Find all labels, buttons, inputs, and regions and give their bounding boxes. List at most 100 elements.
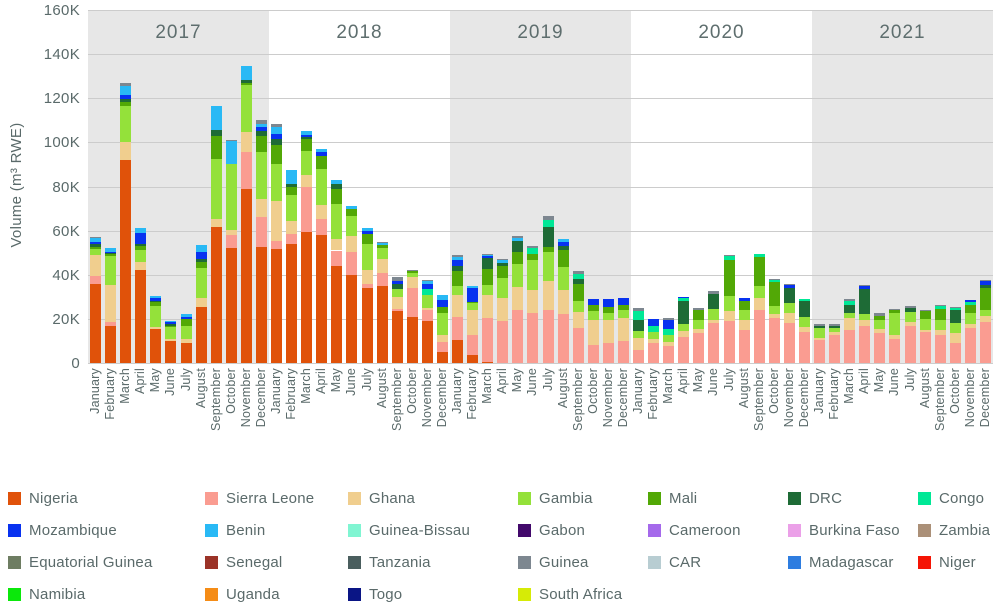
bar-segment-gambia: [436, 313, 448, 336]
x-label-2021-march: March: [842, 368, 857, 404]
bar-segment-mozambique: [587, 299, 599, 305]
bar-segment-mali: [286, 186, 298, 196]
bar-segment-gambia: [150, 305, 162, 327]
bar-segment-sierra-leone: [316, 218, 328, 236]
bar-segment-drc: [783, 288, 795, 304]
bar-segment-sierra-leone: [783, 323, 795, 363]
bar-segment-benin: [421, 281, 433, 284]
bar-segment-gambia: [135, 250, 147, 262]
bar-segment-drc: [512, 240, 524, 252]
legend-label-guinea: Guinea: [539, 553, 589, 571]
bar-segment-gambia: [301, 151, 313, 176]
bar-segment-mali: [255, 135, 267, 153]
legend-item-gabon: Gabon: [518, 519, 648, 541]
bar-segment-drc: [391, 283, 403, 290]
bar-segment-gambia: [708, 308, 720, 320]
bar-segment-ghana: [617, 317, 629, 341]
bar-segment-other: [949, 306, 961, 308]
bar-segment-sierra-leone: [482, 317, 494, 362]
bar-2019-december: [617, 10, 629, 363]
bar-2021-december: [979, 10, 991, 363]
bar-segment-ghana: [331, 239, 343, 251]
bar-2021-june: [889, 10, 901, 363]
bar-segment-gambia: [406, 272, 418, 277]
bar-segment-benin: [436, 294, 448, 301]
bar-segment-benin: [376, 242, 388, 245]
legend-item-namibia: Namibia: [8, 583, 205, 605]
bar-segment-mali: [587, 304, 599, 312]
legend-label-equatorial-guinea: Equatorial Guinea: [29, 553, 153, 571]
bar-segment-ghana: [964, 324, 976, 328]
bar-segment-gambia: [527, 260, 539, 291]
y-tick-100K: 100K: [43, 134, 80, 152]
bar-segment-benin: [512, 238, 524, 241]
gridline-80K: [88, 186, 993, 188]
bar-segment-benin: [301, 131, 313, 135]
x-label-2021-july: July: [902, 368, 917, 392]
bar-segment-ghana: [120, 142, 132, 161]
x-label-2020-april: April: [676, 368, 691, 395]
year-label-2018: 2018: [336, 22, 383, 43]
y-tick-0: 0: [71, 355, 80, 372]
bar-segment-sierra-leone: [693, 333, 705, 363]
legend-label-drc: DRC: [809, 489, 843, 507]
legend-swatch-car: [648, 555, 661, 569]
legend-item-togo: Togo: [348, 583, 518, 605]
bar-segment-mali: [527, 253, 539, 261]
bar-segment-other: [889, 308, 901, 311]
x-label-2018-august: August: [374, 368, 389, 409]
bar-segment-sierra-leone: [467, 335, 479, 356]
legend-swatch-mali: [648, 491, 661, 505]
bar-segment-benin: [286, 169, 298, 185]
bar-segment-nigeria: [391, 311, 403, 363]
bar-segment-mali: [436, 306, 448, 314]
bar-segment-benin: [271, 126, 282, 134]
bar-segment-other: [497, 259, 509, 261]
bar-segment-ghana: [255, 198, 267, 218]
bar-segment-gambia: [753, 285, 765, 298]
x-label-2020-november: November: [781, 368, 796, 428]
bar-segment-benin: [557, 239, 569, 242]
bar-segment-gambia: [633, 331, 644, 338]
bar-segment-drc: [557, 246, 569, 251]
bar-segment-sierra-leone: [753, 310, 765, 363]
bar-2020-july: [723, 10, 735, 363]
bar-segment-other: [859, 284, 871, 286]
bar-segment-mali: [693, 310, 705, 320]
bar-segment-sierra-leone: [255, 217, 267, 248]
bar-segment-sierra-leone: [452, 316, 463, 340]
legend-swatch-uganda: [205, 587, 218, 601]
bar-segment-drc: [135, 243, 147, 247]
x-label-2019-june: June: [525, 368, 540, 396]
bar-segment-other: [527, 246, 539, 249]
bar-segment-drc: [542, 227, 554, 248]
bar-segment-ghana: [738, 319, 750, 330]
bar-2020-december: [798, 10, 810, 363]
bar-2021-may: [874, 10, 886, 363]
bar-segment-sierra-leone: [979, 322, 991, 363]
bar-2017-february: [105, 10, 117, 363]
legend-swatch-zambia: [918, 523, 931, 537]
bar-segment-gambia: [195, 268, 207, 298]
bar-segment-drc: [708, 293, 720, 309]
bar-segment-benin: [482, 254, 494, 256]
bar-segment-mali: [934, 308, 946, 320]
bar-segment-congo: [663, 328, 675, 336]
bar-segment-gambia: [979, 310, 991, 316]
bar-segment-mozambique: [150, 297, 162, 302]
bar-segment-ghana: [452, 294, 463, 317]
bar-segment-congo: [678, 297, 690, 302]
bar-segment-drc: [482, 258, 494, 270]
bar-segment-congo: [798, 299, 810, 302]
bar-segment-ghana: [904, 322, 916, 326]
legend-swatch-tanzania: [348, 555, 361, 569]
x-label-2018-november: November: [419, 368, 434, 428]
bar-segment-ghana: [316, 205, 328, 219]
legend-swatch-cameroon: [648, 523, 661, 537]
bar-segment-other: [225, 140, 237, 142]
bar-segment-mali: [919, 311, 931, 319]
bar-segment-other: [663, 317, 675, 320]
x-label-2021-june: June: [887, 368, 902, 396]
x-label-2019-february: February: [465, 368, 480, 420]
x-label-2021-may: May: [872, 368, 887, 393]
